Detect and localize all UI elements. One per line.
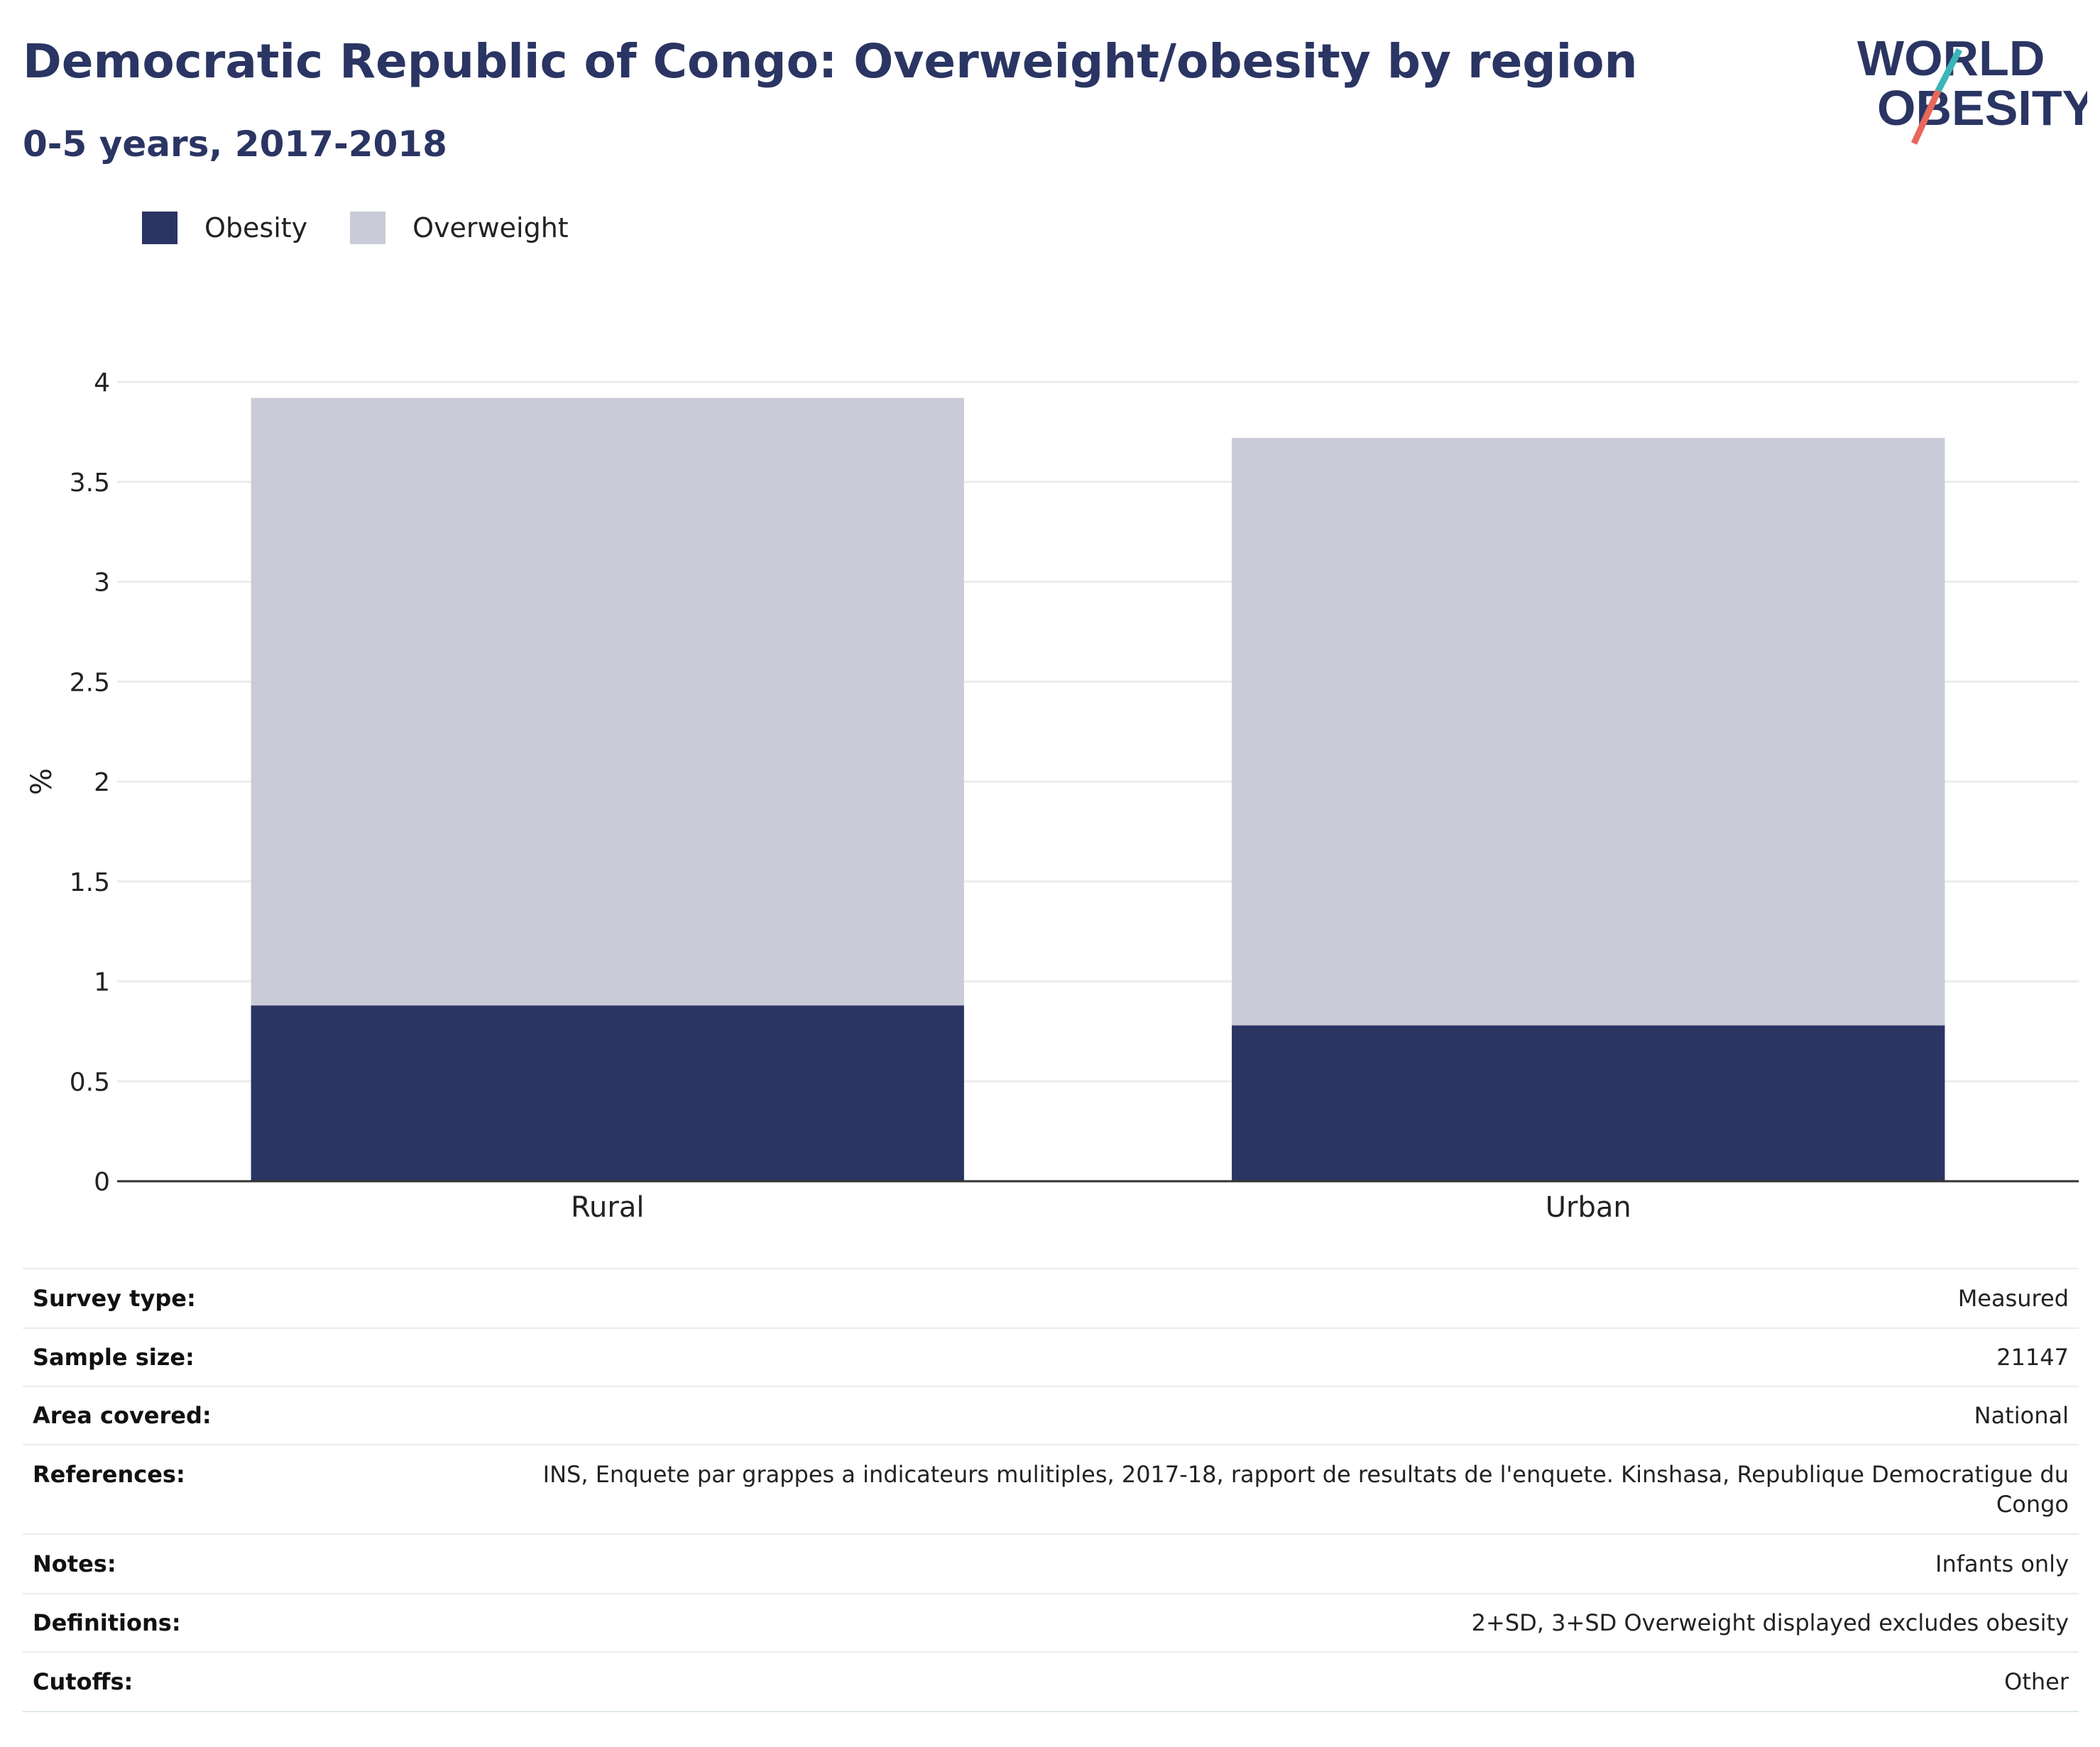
references-line1: INS, Enquete par grappes a indicateurs m… xyxy=(542,1461,2069,1488)
y-tick-label: 4 xyxy=(94,368,110,398)
info-row-definitions: Definitions: 2+SD, 3+SD Overweight displ… xyxy=(23,1593,2079,1652)
info-row-cutoffs: Cutoffs: Other xyxy=(23,1651,2079,1712)
chart-subtitle: 0-5 years, 2017-2018 xyxy=(23,124,447,165)
chart-legend: Obesity Overweight xyxy=(142,212,611,244)
info-label: Sample size: xyxy=(23,1327,469,1386)
logo-line2: OBESITY xyxy=(1877,80,2087,136)
info-value: 21147 xyxy=(469,1327,2079,1386)
info-label: References: xyxy=(23,1444,469,1534)
info-value: 2+SD, 3+SD Overweight displayed excludes… xyxy=(469,1593,2079,1652)
legend-swatch-obesity xyxy=(142,212,177,244)
y-tick-label: 1.5 xyxy=(70,868,110,897)
info-label: Survey type: xyxy=(23,1268,469,1328)
legend-label-obesity: Obesity xyxy=(204,212,308,243)
logo-teal-slash xyxy=(1935,48,1962,93)
y-tick-label: 1 xyxy=(94,968,110,997)
info-value: National xyxy=(469,1386,2079,1445)
info-label: Area covered: xyxy=(23,1386,469,1445)
bar-overweight-rural[interactable] xyxy=(251,398,964,1006)
bar-overweight-urban[interactable] xyxy=(1232,437,1945,1026)
y-axis-label: % xyxy=(26,768,58,795)
y-tick-label: 0.5 xyxy=(70,1068,110,1097)
info-row-sample-size: Sample size: 21147 xyxy=(23,1327,2079,1386)
logo-coral-slash xyxy=(1910,89,1942,145)
legend-label-overweight: Overweight xyxy=(412,212,569,243)
info-label: Definitions: xyxy=(23,1593,469,1652)
info-row-area-covered: Area covered: National xyxy=(23,1386,2079,1445)
world-obesity-logo: WORLD OBESITY xyxy=(1857,31,2087,145)
info-label: Notes: xyxy=(23,1533,469,1594)
bar-obesity-rural[interactable] xyxy=(251,1005,964,1181)
info-value: INS, Enquete par grappes a indicateurs m… xyxy=(469,1444,2079,1534)
logo-line1: WORLD xyxy=(1857,31,2045,86)
y-tick-label: 2 xyxy=(94,768,110,797)
references-line2: Congo xyxy=(1996,1491,2069,1518)
y-tick-label: 2.5 xyxy=(70,668,110,697)
info-value: Infants only xyxy=(469,1533,2079,1594)
y-tick-label: 0 xyxy=(94,1168,110,1197)
info-label: Cutoffs: xyxy=(23,1651,469,1712)
legend-swatch-overweight xyxy=(350,212,386,244)
info-row-references: References: INS, Enquete par grappes a i… xyxy=(23,1444,2079,1534)
survey-info-table: Survey type: Measured Sample size: 21147… xyxy=(23,1268,2079,1712)
legend-item-obesity[interactable]: Obesity xyxy=(142,212,307,244)
x-tick-label: Rural xyxy=(571,1191,644,1224)
y-tick-label: 3.5 xyxy=(70,469,110,498)
info-row-notes: Notes: Infants only xyxy=(23,1533,2079,1594)
bar-obesity-urban[interactable] xyxy=(1232,1025,1945,1181)
info-row-survey-type: Survey type: Measured xyxy=(23,1268,2079,1328)
y-tick-label: 3 xyxy=(94,569,110,598)
x-tick-label: Urban xyxy=(1546,1191,1631,1224)
chart-title: Democratic Republic of Congo: Overweight… xyxy=(23,34,1638,89)
bar-chart: 0 0.5 1 1.5 2 2.5 3 3.5 4% Rural Urban xyxy=(26,368,2079,1224)
legend-item-overweight[interactable]: Overweight xyxy=(350,212,569,244)
info-value: Measured xyxy=(469,1268,2079,1328)
info-value: Other xyxy=(469,1651,2079,1712)
